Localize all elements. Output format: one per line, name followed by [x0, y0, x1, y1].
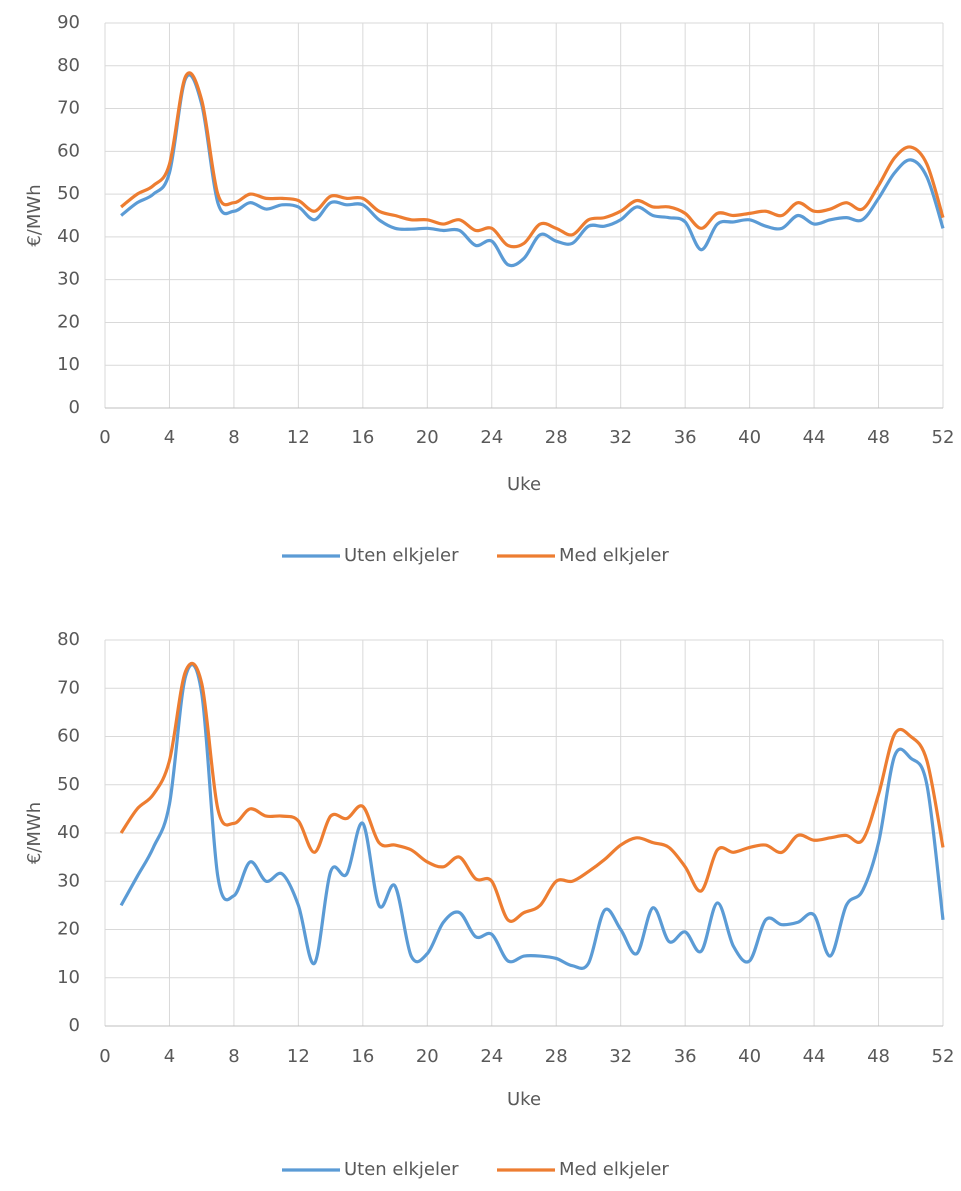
y-tick-label: 20 — [57, 311, 80, 332]
y-tick-label: 20 — [57, 919, 80, 940]
x-tick-label: 8 — [228, 427, 239, 448]
y-tick-label: 70 — [57, 98, 80, 119]
x-axis-title: Uke — [507, 1089, 541, 1110]
legend-label: Uten elkjeler — [344, 545, 459, 566]
x-tick-label: 8 — [228, 1046, 239, 1067]
x-tick-label: 4 — [164, 1046, 175, 1067]
x-tick-label: 52 — [932, 427, 955, 448]
line-series — [120, 71, 945, 249]
y-tick-label: 50 — [57, 183, 80, 204]
y-tick-label: 0 — [69, 397, 80, 418]
x-tick-label: 48 — [867, 1046, 890, 1067]
x-tick-label: 0 — [99, 427, 110, 448]
y-tick-label: 30 — [57, 870, 80, 891]
y-axis-title: €/MWh — [24, 184, 45, 246]
x-tick-label: 12 — [287, 1046, 310, 1067]
x-tick-label: 32 — [609, 427, 632, 448]
y-tick-label: 10 — [57, 354, 80, 375]
line-series — [119, 661, 945, 923]
legend-label: Uten elkjeler — [344, 1159, 459, 1180]
x-tick-label: 44 — [803, 427, 826, 448]
y-tick-label: 30 — [57, 269, 80, 290]
y-tick-label: 0 — [69, 1015, 80, 1036]
y-tick-label: 80 — [57, 55, 80, 76]
y-tick-label: 40 — [57, 226, 80, 247]
x-tick-label: 28 — [545, 1046, 568, 1067]
x-tick-label: 20 — [416, 1046, 439, 1067]
x-tick-label: 20 — [416, 427, 439, 448]
x-tick-label: 36 — [674, 1046, 697, 1067]
x-tick-label: 16 — [351, 427, 374, 448]
x-tick-label: 24 — [480, 1046, 503, 1067]
y-axis-title: €/MWh — [24, 802, 45, 864]
x-tick-label: 16 — [351, 1046, 374, 1067]
y-tick-label: 90 — [57, 12, 80, 33]
legend-label: Med elkjeler — [559, 1159, 669, 1180]
line-series — [120, 73, 945, 268]
x-tick-label: 4 — [164, 427, 175, 448]
y-tick-label: 80 — [57, 629, 80, 650]
x-tick-label: 0 — [99, 1046, 110, 1067]
y-tick-label: 60 — [57, 140, 80, 161]
x-tick-label: 36 — [674, 427, 697, 448]
y-tick-label: 60 — [57, 726, 80, 747]
x-tick-label: 28 — [545, 427, 568, 448]
legend-label: Med elkjeler — [559, 545, 669, 566]
x-tick-label: 40 — [738, 1046, 761, 1067]
x-tick-label: 24 — [480, 427, 503, 448]
x-tick-label: 52 — [932, 1046, 955, 1067]
x-tick-label: 40 — [738, 427, 761, 448]
y-tick-label: 70 — [57, 677, 80, 698]
x-axis-title: Uke — [507, 474, 541, 495]
x-tick-label: 12 — [287, 427, 310, 448]
x-tick-label: 48 — [867, 427, 890, 448]
line-series — [119, 663, 945, 970]
y-tick-label: 10 — [57, 967, 80, 988]
y-tick-label: 50 — [57, 774, 80, 795]
x-tick-label: 32 — [609, 1046, 632, 1067]
x-tick-label: 44 — [803, 1046, 826, 1067]
y-tick-label: 40 — [57, 822, 80, 843]
